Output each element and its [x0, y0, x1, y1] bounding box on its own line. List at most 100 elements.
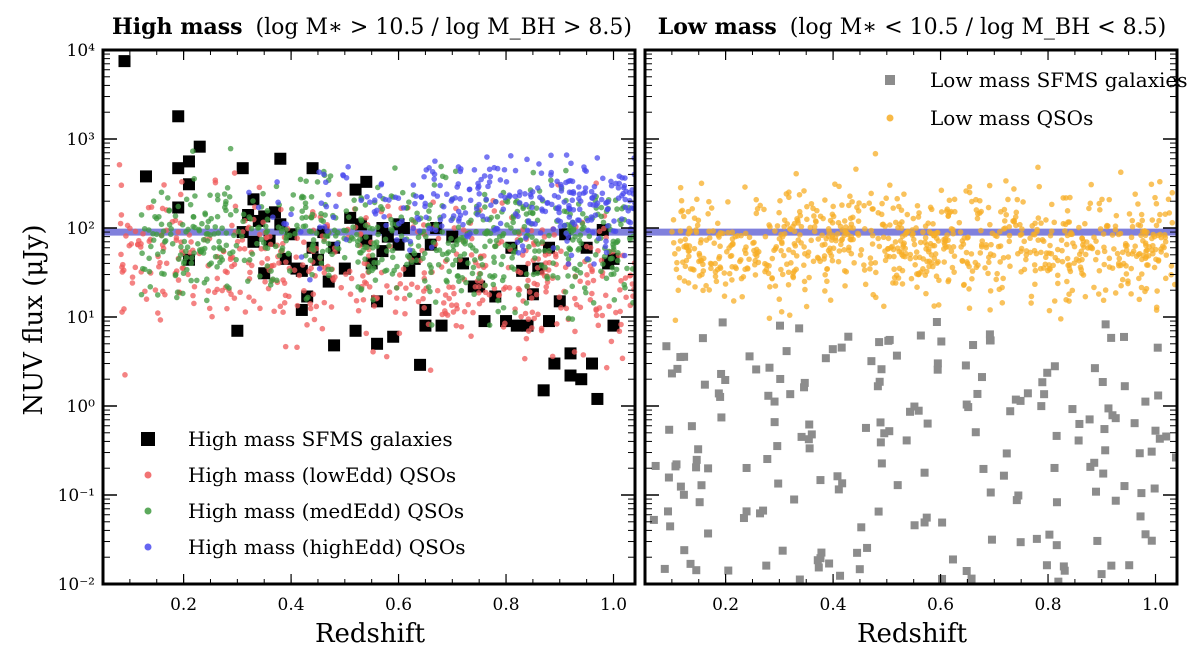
- data-point: [271, 308, 277, 315]
- data-point: [241, 257, 248, 264]
- data-point: [511, 266, 517, 272]
- data-point: [751, 261, 758, 268]
- data-point: [354, 231, 360, 238]
- data-point: [396, 330, 403, 337]
- y-tick-label: 10⁴: [67, 41, 96, 61]
- data-point: [1081, 244, 1087, 250]
- data-point: [227, 145, 234, 152]
- data-point: [870, 291, 877, 298]
- data-point: [997, 259, 1003, 265]
- data-point: [836, 183, 842, 190]
- data-point: [928, 252, 935, 258]
- data-point: [1165, 196, 1172, 203]
- data-point: [753, 246, 760, 253]
- data-point: [885, 235, 892, 242]
- data-point: [451, 290, 457, 297]
- data-point: [933, 235, 940, 242]
- data-point: [1043, 250, 1050, 256]
- data-point: [500, 304, 507, 311]
- data-point: [819, 232, 825, 239]
- data-point: [437, 217, 444, 223]
- data-point: [494, 213, 501, 220]
- data-point: [451, 225, 458, 231]
- data-point: [454, 273, 461, 279]
- data-point: [308, 214, 315, 221]
- data-point: [529, 234, 535, 240]
- data-point: [294, 235, 300, 242]
- data-point: [329, 251, 335, 258]
- data-point: [627, 219, 634, 226]
- data-point: [716, 255, 722, 262]
- data-point: [461, 251, 468, 257]
- data-point: [839, 202, 845, 208]
- data-point: [694, 222, 701, 229]
- data-point: [584, 271, 590, 278]
- data-point: [327, 173, 334, 179]
- data-point: [581, 224, 587, 231]
- data-point: [571, 349, 578, 355]
- data-point: [472, 283, 479, 290]
- data-point: [264, 207, 271, 214]
- data-point: [685, 280, 692, 286]
- data-point: [1067, 268, 1074, 275]
- data-point: [669, 229, 675, 235]
- data-point: [124, 222, 131, 229]
- data-point: [1073, 256, 1080, 262]
- data-point: [609, 255, 615, 262]
- data-point: [1054, 246, 1061, 253]
- data-point: [1075, 419, 1084, 428]
- data-point: [375, 231, 381, 238]
- legend-label: High mass (lowEdd) QSOs: [188, 463, 456, 487]
- data-point: [555, 217, 561, 223]
- data-point: [371, 337, 384, 350]
- data-point: [742, 250, 749, 257]
- data-point: [202, 210, 208, 217]
- data-point: [587, 201, 593, 208]
- data-point: [710, 228, 716, 234]
- data-point: [246, 294, 252, 300]
- data-point: [1064, 208, 1071, 214]
- x-tick-label: 0.2: [712, 595, 739, 615]
- data-point: [223, 207, 229, 214]
- data-point: [444, 256, 450, 263]
- data-point: [401, 295, 408, 302]
- data-point: [718, 318, 727, 327]
- data-point: [548, 172, 554, 178]
- data-point: [890, 205, 897, 211]
- legend-label: Low mass QSOs: [930, 106, 1093, 130]
- data-point: [208, 215, 215, 222]
- data-point: [618, 278, 624, 284]
- data-point: [474, 211, 481, 218]
- data-point: [281, 300, 288, 306]
- data-point: [264, 263, 271, 269]
- data-point: [698, 180, 705, 187]
- data-point: [1111, 496, 1120, 505]
- data-point: [828, 345, 837, 354]
- data-point: [398, 214, 405, 220]
- data-point: [1052, 254, 1059, 261]
- data-point: [1086, 205, 1092, 212]
- data-point: [742, 184, 748, 190]
- data-point: [506, 192, 513, 198]
- data-point: [343, 208, 350, 214]
- data-point: [563, 152, 570, 158]
- data-point: [614, 257, 621, 264]
- data-point: [788, 260, 794, 266]
- data-point: [782, 347, 791, 356]
- legend-marker: [144, 507, 152, 515]
- data-point: [858, 247, 865, 253]
- data-point: [495, 308, 501, 315]
- data-point: [956, 219, 963, 226]
- data-point: [930, 221, 936, 227]
- data-point: [703, 237, 710, 243]
- data-point: [343, 227, 350, 234]
- data-point: [708, 205, 715, 211]
- data-point: [913, 249, 920, 255]
- data-point: [360, 273, 366, 279]
- data-point: [1163, 252, 1170, 258]
- data-point: [986, 488, 995, 497]
- data-point: [880, 429, 889, 438]
- data-point: [742, 230, 749, 237]
- data-point: [745, 352, 754, 361]
- data-point: [465, 219, 472, 226]
